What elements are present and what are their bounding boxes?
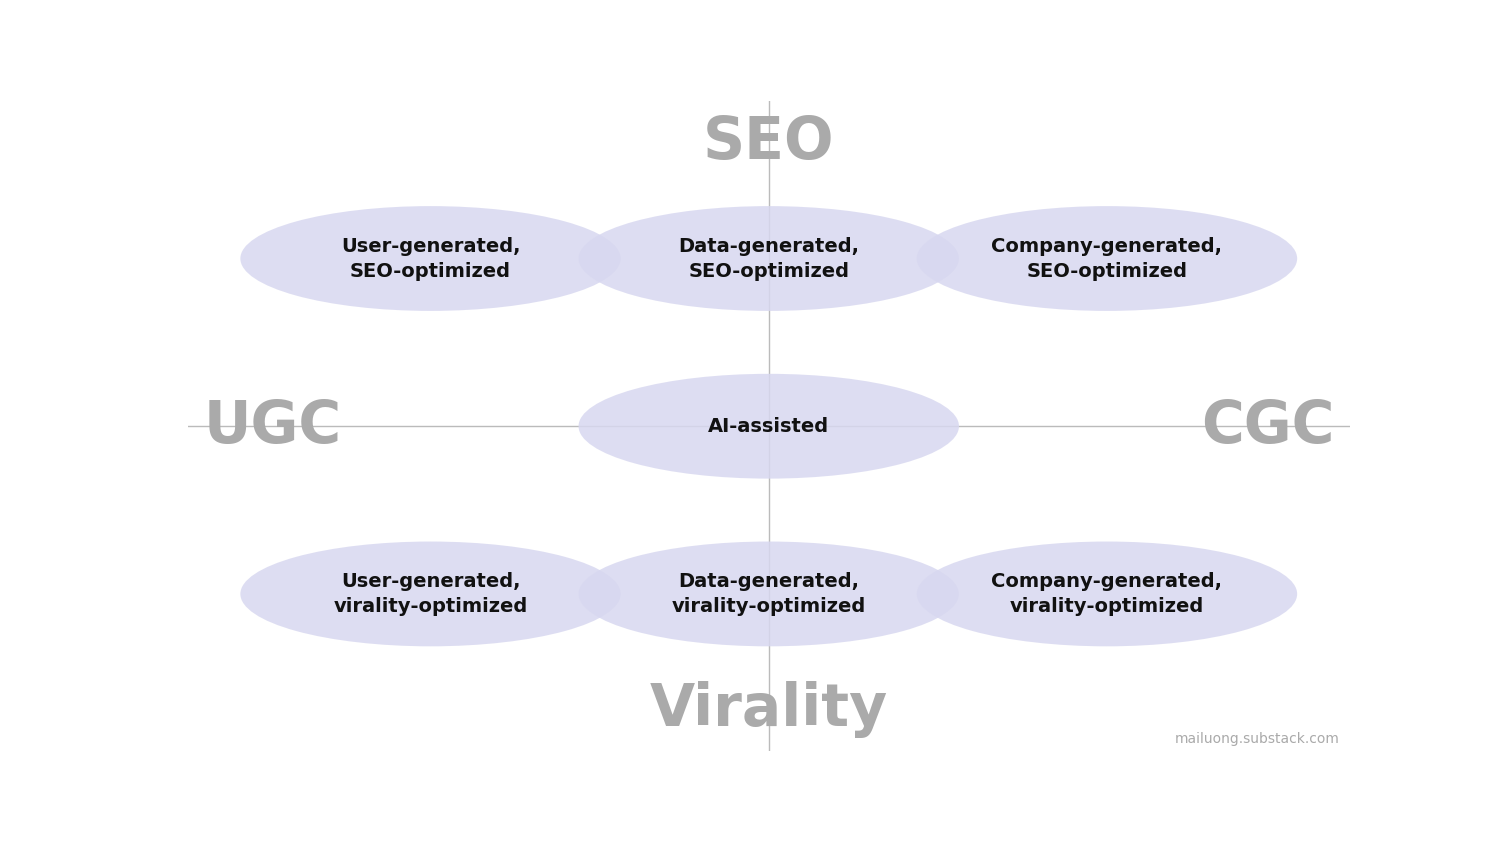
Text: User-generated,
SEO-optimized: User-generated, SEO-optimized	[340, 236, 520, 280]
Ellipse shape	[916, 542, 1298, 647]
Text: mailuong.substack.com: mailuong.substack.com	[1174, 732, 1340, 746]
Ellipse shape	[579, 542, 958, 647]
Ellipse shape	[579, 206, 958, 311]
Text: CGC: CGC	[1202, 398, 1334, 455]
Text: Data-generated,
SEO-optimized: Data-generated, SEO-optimized	[678, 236, 859, 280]
Text: Data-generated,
virality-optimized: Data-generated, virality-optimized	[672, 572, 865, 616]
Text: SEO: SEO	[704, 114, 834, 171]
Text: Company-generated,
SEO-optimized: Company-generated, SEO-optimized	[992, 236, 1222, 280]
Text: Company-generated,
virality-optimized: Company-generated, virality-optimized	[992, 572, 1222, 616]
Ellipse shape	[916, 206, 1298, 311]
Text: UGC: UGC	[204, 398, 342, 455]
Ellipse shape	[579, 374, 958, 479]
Text: User-generated,
virality-optimized: User-generated, virality-optimized	[333, 572, 528, 616]
Text: Virality: Virality	[650, 681, 888, 738]
Text: AI-assisted: AI-assisted	[708, 417, 830, 436]
Ellipse shape	[240, 206, 621, 311]
Ellipse shape	[240, 542, 621, 647]
